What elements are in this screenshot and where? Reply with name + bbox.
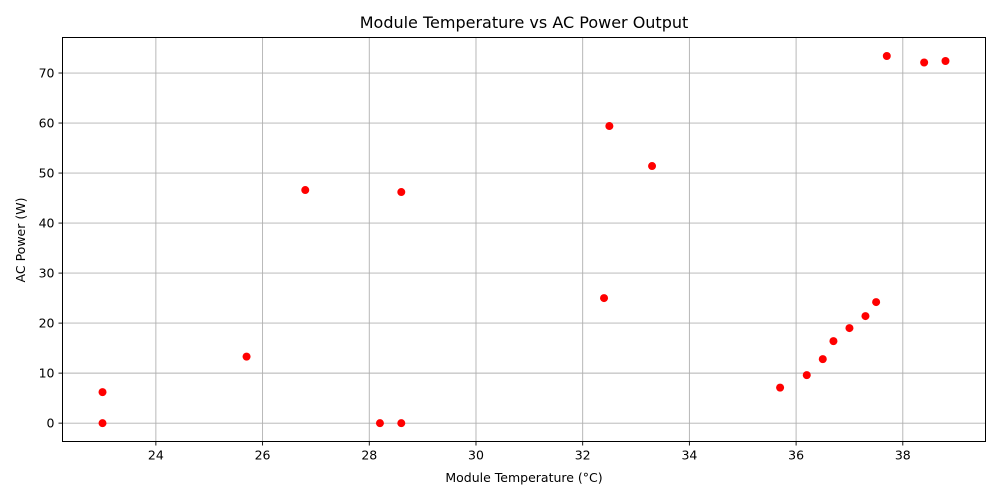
grid-layer [62, 37, 986, 442]
y-tick-label: 0 [47, 416, 55, 431]
data-point [397, 188, 406, 197]
data-point [397, 419, 406, 428]
data-point [802, 371, 811, 380]
data-point [98, 388, 107, 397]
x-tick-label: 34 [681, 448, 697, 463]
data-point [375, 419, 384, 428]
x-tick-label: 26 [255, 448, 271, 463]
x-tick-label: 24 [148, 448, 164, 463]
x-tick-label: 30 [468, 448, 484, 463]
data-point [776, 383, 785, 392]
data-point [98, 419, 107, 428]
x-tick-label: 28 [361, 448, 377, 463]
x-tick-label: 36 [788, 448, 804, 463]
x-tick-label: 32 [575, 448, 591, 463]
x-axis-ticks: 24 26 28 30 32 34 36 38 [148, 441, 911, 463]
data-point [941, 57, 950, 66]
data-point [605, 122, 614, 131]
data-point [648, 162, 657, 171]
y-tick-label: 70 [39, 66, 55, 81]
chart-title: Module Temperature vs AC Power Output [360, 13, 689, 32]
y-tick-label: 30 [39, 266, 55, 281]
data-points [98, 52, 950, 428]
y-tick-label: 50 [39, 166, 55, 181]
x-axis-label: Module Temperature (°C) [445, 470, 602, 485]
data-point [882, 52, 891, 61]
plot-area-frame [62, 37, 986, 442]
y-tick-label: 60 [39, 116, 55, 131]
x-tick-label: 38 [895, 448, 911, 463]
data-point [920, 58, 929, 67]
data-point [600, 294, 609, 303]
y-tick-label: 40 [39, 216, 55, 231]
y-tick-label: 10 [39, 366, 55, 381]
data-point [818, 355, 827, 364]
data-point [242, 352, 251, 361]
data-point [861, 312, 870, 321]
data-point [845, 324, 854, 333]
y-axis-ticks: 0 10 20 30 40 50 60 70 [39, 66, 63, 431]
data-point [301, 186, 310, 195]
y-tick-label: 20 [39, 316, 55, 331]
data-point [872, 298, 881, 307]
y-axis-label: AC Power (W) [13, 198, 28, 283]
data-point [829, 337, 838, 346]
